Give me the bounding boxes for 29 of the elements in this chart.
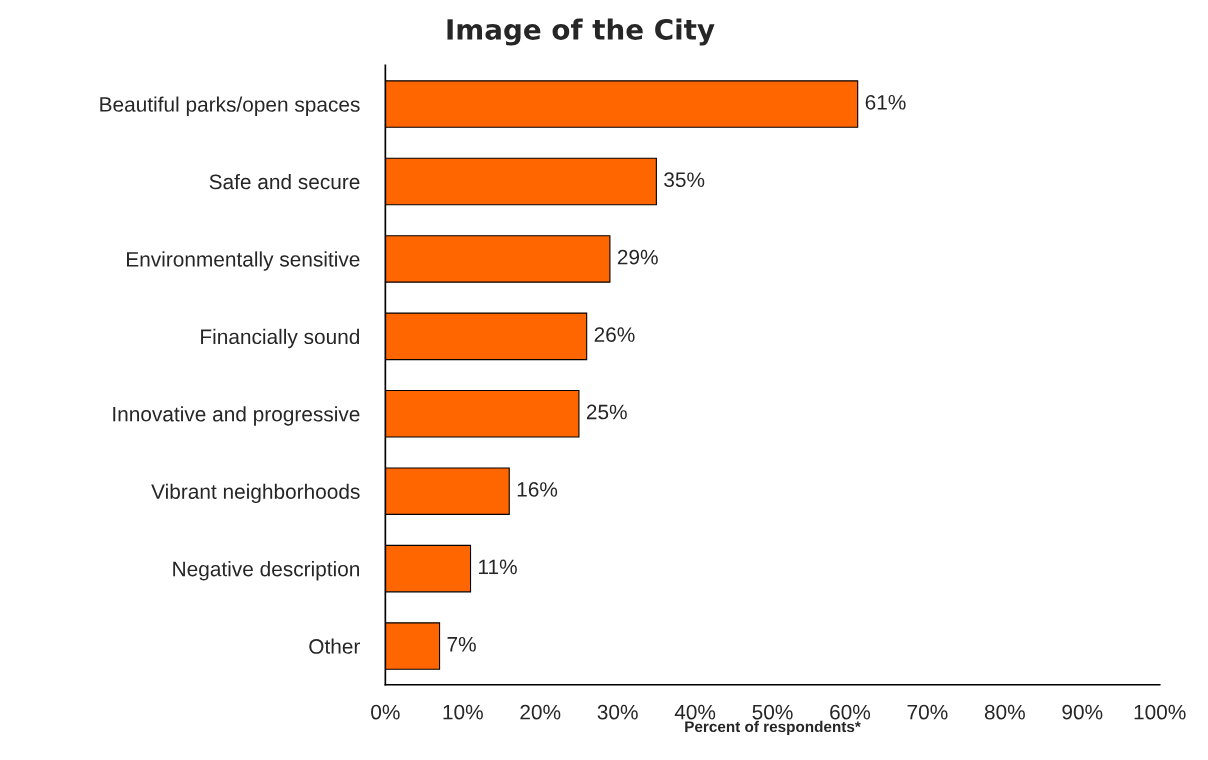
data-label: 25% [586, 404, 627, 420]
x-tick-label: 80% [984, 704, 1025, 720]
data-label: 26% [594, 327, 635, 342]
x-tick-label: 40% [674, 704, 716, 720]
x-tick-label: 50% [752, 704, 793, 720]
y-tick-label: Innovative and progressive [113, 406, 360, 426]
x-tick-label: 30% [597, 704, 638, 720]
y-tick-label: Negative description [173, 561, 360, 581]
data-label: 35% [664, 172, 705, 188]
y-tick-label: Safe and secure [209, 173, 360, 190]
x-tick-label: 70% [907, 704, 948, 720]
x-tick-label: 20% [520, 704, 561, 720]
data-label: 7% [447, 636, 476, 652]
y-tick-label: Environmentally sensitive [127, 251, 360, 271]
x-tick-label: 100% [1134, 704, 1186, 720]
data-label: 29% [617, 249, 658, 265]
data-label: 11% [479, 559, 517, 575]
data-label: 16% [517, 482, 558, 497]
y-tick-label: Beautiful parks/open spaces [100, 96, 360, 116]
x-tick-label: 90% [1062, 704, 1103, 720]
chart-title: Image of the City [447, 18, 715, 46]
x-tick-label: 0% [371, 704, 400, 720]
y-tick-label: Other [309, 638, 361, 654]
x-tick-label: 10% [443, 704, 483, 720]
y-tick-label: Financially sound [201, 328, 360, 349]
data-label: 61% [865, 94, 906, 110]
y-tick-label: Vibrant neighborhoods [151, 483, 360, 504]
x-axis-title: Percent of respondents* [685, 720, 861, 736]
x-tick-label: 60% [830, 704, 871, 720]
